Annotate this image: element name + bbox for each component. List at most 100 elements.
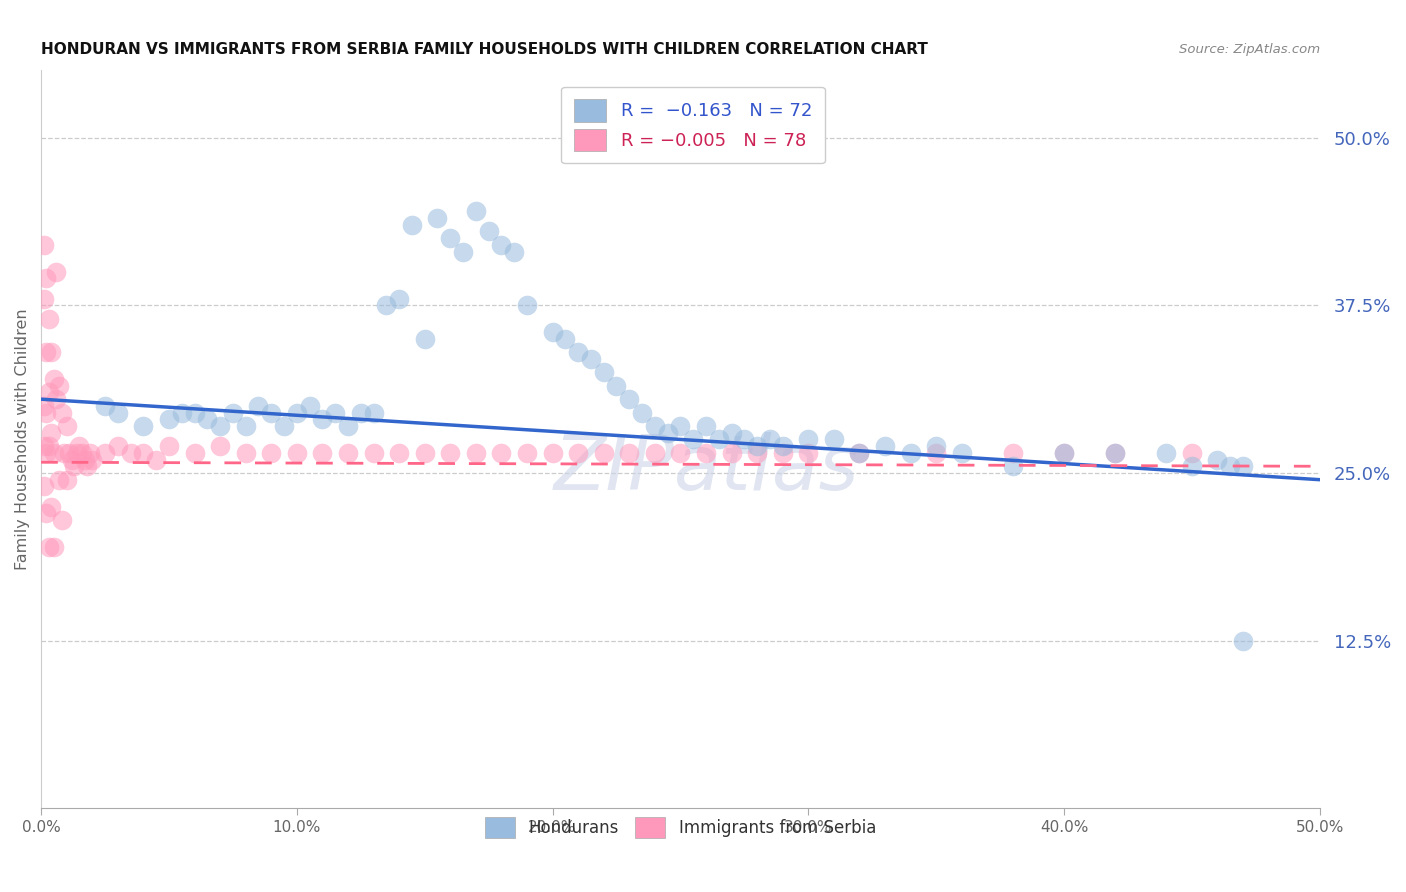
Point	[759, 433, 782, 447]
Point	[1053, 446, 1076, 460]
Point	[1219, 459, 1241, 474]
Point	[107, 439, 129, 453]
Point	[1181, 459, 1204, 474]
Point	[388, 446, 411, 460]
Point	[491, 446, 513, 460]
Point	[491, 238, 513, 252]
Point	[1053, 446, 1076, 460]
Point	[451, 244, 474, 259]
Point	[70, 446, 93, 460]
Point	[363, 406, 385, 420]
Point	[554, 332, 576, 346]
Point	[516, 298, 538, 312]
Point	[120, 446, 142, 460]
Point	[797, 433, 820, 447]
Point	[579, 351, 602, 366]
Point	[707, 433, 730, 447]
Point	[38, 540, 60, 554]
Point	[273, 419, 295, 434]
Point	[60, 452, 83, 467]
Point	[503, 244, 526, 259]
Point	[195, 412, 218, 426]
Point	[1232, 459, 1254, 474]
Point	[38, 439, 60, 453]
Point	[260, 406, 283, 420]
Point	[82, 452, 104, 467]
Point	[58, 446, 80, 460]
Point	[925, 446, 948, 460]
Point	[695, 446, 717, 460]
Point	[1104, 446, 1126, 460]
Point	[644, 419, 666, 434]
Point	[1181, 446, 1204, 460]
Point	[682, 433, 704, 447]
Legend: Hondurans, Immigrants from Serbia: Hondurans, Immigrants from Serbia	[478, 811, 883, 845]
Point	[63, 459, 86, 474]
Point	[42, 540, 65, 554]
Point	[619, 392, 641, 407]
Point	[32, 439, 55, 453]
Point	[733, 433, 755, 447]
Point	[298, 399, 321, 413]
Point	[413, 332, 436, 346]
Point	[350, 406, 373, 420]
Point	[900, 446, 922, 460]
Point	[48, 378, 70, 392]
Point	[45, 392, 67, 407]
Point	[55, 419, 77, 434]
Point	[69, 439, 91, 453]
Point	[35, 446, 58, 460]
Point	[42, 446, 65, 460]
Point	[772, 446, 794, 460]
Point	[1001, 446, 1024, 460]
Point	[41, 345, 63, 359]
Point	[132, 419, 155, 434]
Point	[285, 446, 308, 460]
Point	[285, 406, 308, 420]
Point	[631, 406, 654, 420]
Point	[51, 513, 73, 527]
Point	[42, 372, 65, 386]
Point	[439, 446, 461, 460]
Point	[1001, 459, 1024, 474]
Point	[35, 506, 58, 520]
Point	[925, 439, 948, 453]
Point	[41, 500, 63, 514]
Point	[363, 446, 385, 460]
Point	[426, 211, 449, 225]
Point	[439, 231, 461, 245]
Point	[747, 439, 769, 453]
Point	[157, 439, 180, 453]
Point	[413, 446, 436, 460]
Point	[605, 378, 627, 392]
Point	[401, 218, 423, 232]
Point	[38, 385, 60, 400]
Point	[79, 446, 101, 460]
Point	[516, 446, 538, 460]
Point	[73, 452, 96, 467]
Point	[464, 204, 486, 219]
Point	[209, 419, 232, 434]
Point	[592, 446, 614, 460]
Point	[567, 345, 589, 359]
Y-axis label: Family Households with Children: Family Households with Children	[15, 309, 30, 570]
Point	[375, 298, 398, 312]
Point	[797, 446, 820, 460]
Point	[541, 325, 564, 339]
Point	[45, 265, 67, 279]
Point	[32, 479, 55, 493]
Point	[311, 412, 333, 426]
Point	[657, 425, 679, 440]
Point	[1232, 633, 1254, 648]
Point	[32, 238, 55, 252]
Point	[823, 433, 845, 447]
Point	[772, 439, 794, 453]
Point	[592, 365, 614, 379]
Point	[541, 446, 564, 460]
Text: Source: ZipAtlas.com: Source: ZipAtlas.com	[1178, 43, 1320, 55]
Point	[157, 412, 180, 426]
Text: ZIPatlas: ZIPatlas	[554, 432, 859, 506]
Point	[388, 292, 411, 306]
Point	[336, 419, 359, 434]
Point	[478, 224, 501, 238]
